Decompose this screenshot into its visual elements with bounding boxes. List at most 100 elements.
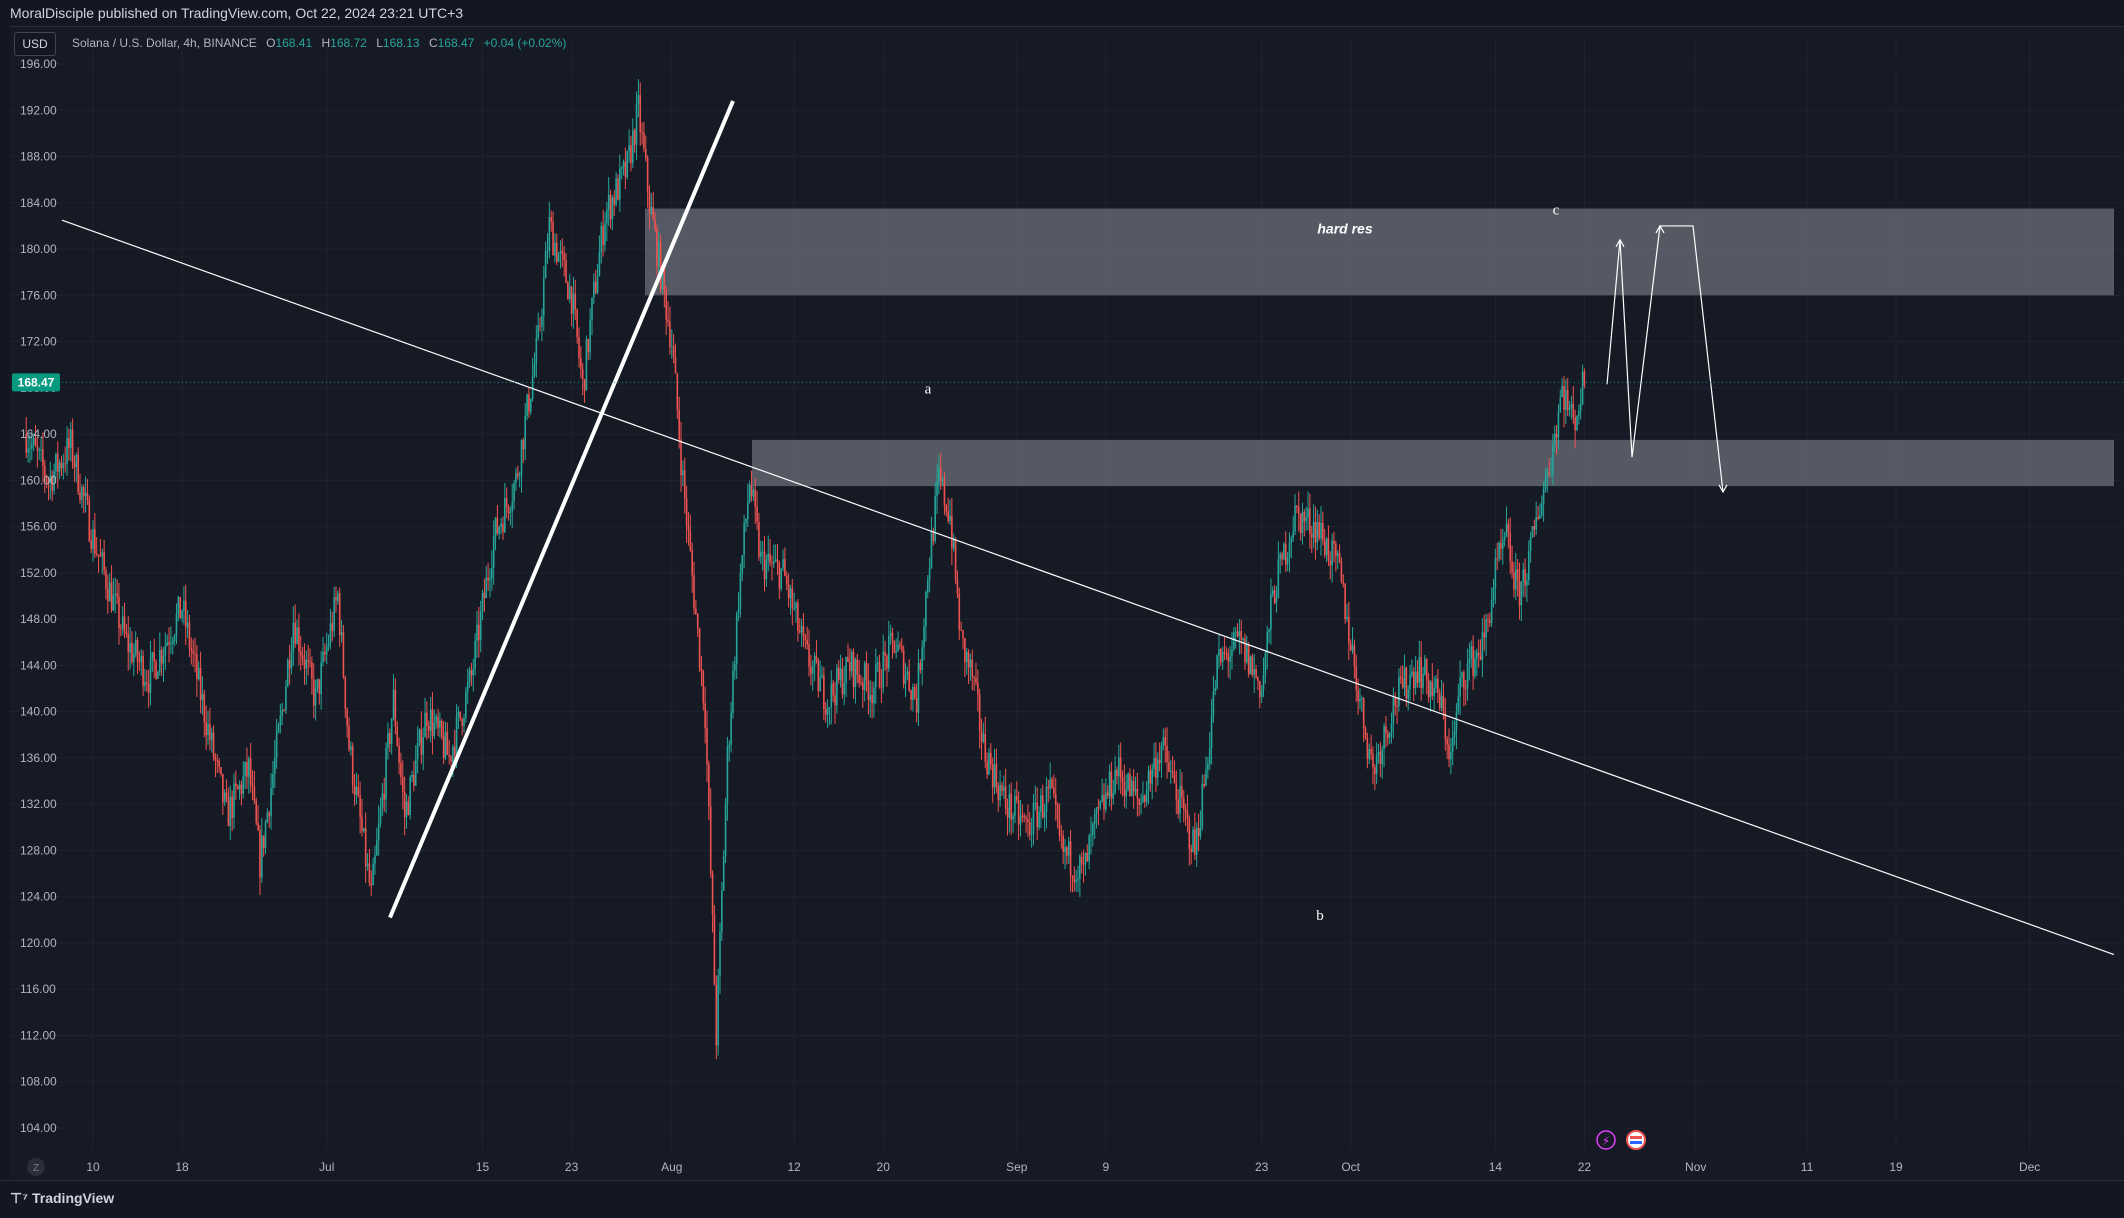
candle-body <box>461 718 463 726</box>
candle-body <box>459 711 462 719</box>
candle-body <box>1218 649 1220 656</box>
candle-body <box>118 596 120 629</box>
candle-body <box>774 559 777 562</box>
candle-body <box>233 783 235 818</box>
candle-body <box>181 610 183 619</box>
candle-body <box>1361 698 1363 700</box>
candle-body <box>413 774 415 786</box>
candle-body <box>973 677 975 679</box>
candle-body <box>952 539 955 549</box>
candle-body <box>574 293 577 310</box>
candle-body <box>947 511 949 521</box>
candle-body <box>363 828 365 832</box>
candle-body <box>1027 819 1029 823</box>
candle-body <box>717 975 719 1046</box>
candle-body <box>674 356 677 374</box>
candle-body <box>1511 561 1513 573</box>
candle-body <box>832 683 834 696</box>
y-tick-label: 188.00 <box>20 150 57 164</box>
candle-body <box>724 804 727 857</box>
candle-body <box>696 614 699 629</box>
candle-body <box>225 792 228 800</box>
candle-body <box>761 551 764 553</box>
candle-body <box>977 682 979 695</box>
candle-body <box>934 496 936 542</box>
candle-body <box>82 487 85 497</box>
footer-bar <box>0 1180 2124 1218</box>
candle-body <box>735 613 738 664</box>
candle-body <box>322 651 324 663</box>
candle-body <box>734 663 736 671</box>
candle-body <box>1040 795 1042 812</box>
candle-body <box>886 655 888 669</box>
candle-body <box>333 597 335 632</box>
price-badge <box>12 373 60 392</box>
candle-body <box>633 130 636 145</box>
candle-body <box>145 682 148 684</box>
candle-body <box>92 529 94 549</box>
candle-body <box>899 644 901 647</box>
candle-body <box>847 656 849 663</box>
candle-body <box>251 784 254 787</box>
candle-body <box>542 278 545 317</box>
candle-body <box>1049 779 1051 789</box>
candle-body <box>576 309 578 338</box>
z-button[interactable] <box>27 1158 45 1176</box>
candle-body <box>504 498 506 533</box>
currency-button[interactable]: USD <box>14 32 56 56</box>
candle-body <box>965 651 968 663</box>
tradingview-logo[interactable]: ⊤⁷ TradingView <box>10 1190 114 1207</box>
candle-body <box>457 711 460 717</box>
candle-body <box>635 103 638 145</box>
candle-body <box>978 694 981 731</box>
candle-body <box>763 551 766 580</box>
candle-body <box>548 217 551 251</box>
open-value: 168.41 <box>275 36 313 50</box>
candle-body <box>719 931 721 976</box>
candle-body <box>908 671 910 691</box>
y-tick-label: 156.00 <box>20 520 57 534</box>
candle-body <box>1414 671 1417 688</box>
candle-body <box>1036 802 1038 828</box>
candle-body <box>1576 415 1578 430</box>
candle-body <box>852 652 855 688</box>
candle-body <box>73 462 76 468</box>
candle-body <box>1077 878 1079 881</box>
candle-body <box>1559 397 1562 412</box>
candle-body <box>917 663 920 713</box>
y-tick-label: 120.00 <box>20 936 57 950</box>
candle-body <box>1563 386 1565 410</box>
candle-body <box>1568 408 1571 411</box>
candle-body <box>97 554 100 556</box>
candle-body <box>366 863 369 867</box>
candle-body <box>108 582 111 602</box>
candle-body <box>355 787 358 796</box>
candle-body <box>1374 767 1376 775</box>
candle-body <box>824 709 827 715</box>
descending-trendline <box>61 219 2115 956</box>
candle-body <box>928 568 931 581</box>
candle-body <box>171 640 174 644</box>
candle-body <box>910 690 912 700</box>
candle-body <box>897 644 899 652</box>
candle-body <box>709 806 712 874</box>
candle-body <box>999 784 1001 801</box>
candle-body <box>240 784 243 795</box>
candle-body <box>414 759 417 786</box>
candle-body <box>1262 674 1265 690</box>
low-key: L <box>376 36 383 50</box>
candle-body <box>197 668 200 680</box>
candle-body <box>1327 538 1330 561</box>
candle-body <box>305 659 308 669</box>
candle-body <box>524 415 527 450</box>
candle-body <box>331 623 334 632</box>
zone-label: hard res <box>1317 221 1372 237</box>
candle-body <box>1184 809 1187 812</box>
candle-body <box>1416 671 1419 683</box>
candle-body <box>561 250 564 254</box>
candle-body <box>1533 526 1536 530</box>
candle-body <box>915 697 918 713</box>
candle-body <box>1453 730 1456 738</box>
candle-body <box>776 559 779 563</box>
